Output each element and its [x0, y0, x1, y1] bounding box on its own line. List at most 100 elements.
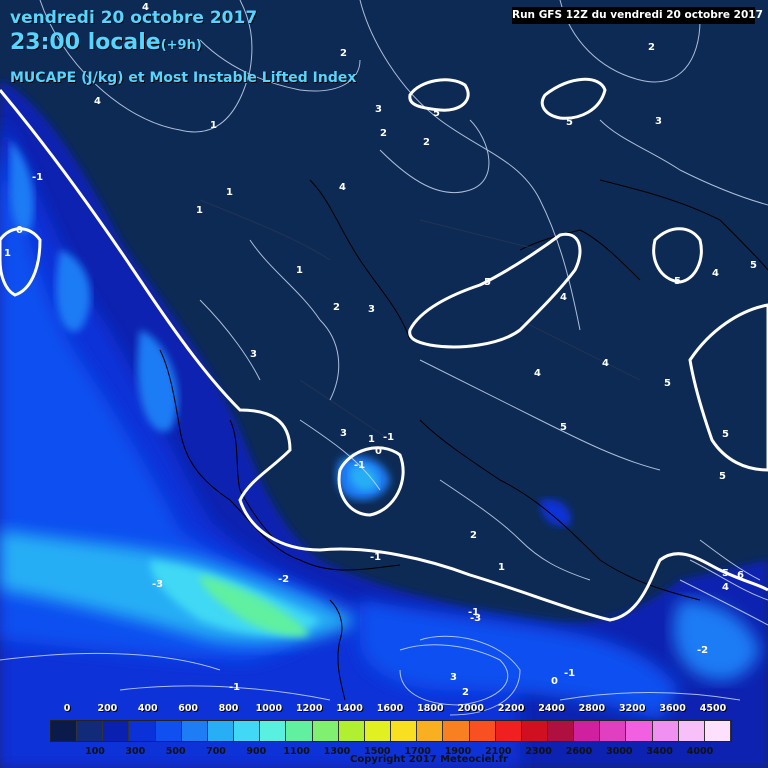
legend-top-label: 2800 — [578, 703, 606, 714]
map-label: 1 — [368, 434, 375, 445]
map-label: -3 — [152, 579, 163, 590]
legend-swatch — [77, 721, 104, 741]
map-label: 1 — [296, 265, 303, 276]
map-label: 2 — [380, 128, 387, 139]
map-label: 4 — [142, 2, 149, 13]
map-label: 1 — [210, 120, 217, 131]
legend-swatch — [51, 721, 78, 741]
legend-bottom-label: 2600 — [565, 746, 593, 757]
map-label: 1 — [498, 562, 505, 573]
legend-bottom-label: 500 — [165, 746, 186, 757]
map-label: 3 — [655, 116, 662, 127]
legend-swatch — [312, 721, 339, 741]
legend-bottom-label: 700 — [206, 746, 226, 757]
legend-bottom-label: 3000 — [606, 746, 633, 757]
legend-swatch — [521, 721, 548, 741]
map-label: 2 — [462, 687, 469, 698]
legend-bottom-label: 1900 — [444, 746, 472, 757]
legend-swatch — [443, 721, 470, 741]
legend-swatch — [600, 721, 627, 741]
legend-top-label: 400 — [137, 703, 158, 714]
map-label: -1 — [229, 682, 240, 693]
map-label: 1 — [226, 187, 233, 198]
legend-top-label: 1000 — [255, 703, 283, 714]
map-label: 0 — [551, 676, 558, 687]
legend-swatch — [286, 721, 313, 741]
legend-swatch — [260, 721, 287, 741]
legend-swatch — [338, 721, 365, 741]
legend-bottom-label: 4000 — [686, 746, 714, 757]
map-label: -1 — [370, 552, 381, 563]
legend-bottom-label: 2100 — [485, 746, 512, 757]
map-label: -1 — [564, 668, 575, 679]
map-label: -2 — [697, 645, 708, 656]
legend-top-label: 4500 — [699, 703, 727, 714]
borders — [199, 199, 641, 441]
map-label: 5 — [719, 471, 726, 482]
map-label: 0 — [375, 446, 382, 457]
map-label: 2 — [470, 530, 477, 541]
map-label: 3 — [340, 428, 347, 439]
map-label: 5 — [560, 422, 567, 433]
map-label: -2 — [278, 574, 289, 585]
legend-bottom-label: 2300 — [525, 746, 552, 757]
map-label: -1 — [32, 172, 43, 183]
map-label: 5 — [664, 378, 671, 389]
forecast-time: 23:00 locale(+9h) — [10, 30, 202, 55]
map-label: 5 — [433, 108, 440, 119]
map-label: -1 — [354, 460, 365, 471]
map-label: 4 — [339, 182, 346, 193]
legend-bottom-label: 3400 — [646, 746, 673, 757]
map-label: 1 — [196, 205, 203, 216]
contour-labels: 4 2 3 5 2 5 3 2 2 4 1 1 1 0 -1 4 1 1 2 3… — [4, 2, 757, 698]
map-label: 5 — [750, 260, 757, 271]
map-label: 4 — [722, 582, 729, 593]
map-label: -3 — [470, 613, 481, 624]
forecast-time-value: 23:00 locale — [10, 30, 161, 55]
legend-swatch — [652, 721, 679, 741]
map-label: 5 — [722, 429, 729, 440]
legend-top-label: 1400 — [336, 703, 363, 714]
legend-swatch — [547, 721, 575, 741]
map-label: 0 — [16, 225, 23, 236]
legend-swatches — [50, 720, 732, 742]
legend-swatch — [574, 721, 601, 741]
map-label: 1 — [4, 248, 11, 259]
color-legend: 0 200 400 600 800 1000 1200 1400 1600 1800 2000 220… — [0, 700, 768, 768]
legend-swatch — [495, 721, 522, 741]
legend-top-label: 2000 — [457, 703, 484, 714]
legend-top-label: 3600 — [659, 703, 686, 714]
thin-contours — [0, 0, 768, 716]
legend-top-label: 3200 — [619, 703, 646, 714]
coastlines — [159, 179, 768, 701]
map-label: 4 — [712, 268, 719, 279]
legend-top-label: 2400 — [538, 703, 565, 714]
legend-swatch — [626, 721, 653, 741]
copyright: Copyright 2017 Meteociel.fr — [350, 754, 508, 765]
cape-field — [0, 80, 768, 768]
legend-swatch — [129, 721, 156, 741]
run-info-box: Run GFS 12Z du vendredi 20 octobre 2017 — [512, 7, 763, 24]
legend-bottom-label: 100 — [85, 746, 105, 757]
map-label: 5 — [566, 117, 573, 128]
map-label: 5 — [484, 277, 491, 288]
map-subtitle: MUCAPE (J/kg) et Most Instable Lifted In… — [10, 70, 357, 86]
legend-swatch — [364, 721, 392, 741]
legend-top-label: 1600 — [376, 703, 404, 714]
legend-swatch — [155, 721, 182, 741]
map-label: 3 — [375, 104, 382, 115]
map-label: 2 — [340, 48, 347, 59]
map-label: 5 — [674, 276, 681, 287]
map-label: 4 — [94, 96, 101, 107]
legend-bottom-label: 900 — [246, 746, 267, 757]
map-label: 2 — [333, 302, 340, 313]
legend-swatch — [469, 721, 496, 741]
legend-bottom-label: 300 — [125, 746, 146, 757]
map-label: 4 — [534, 368, 541, 379]
map-label: 3 — [250, 349, 257, 360]
legend-top-label: 1800 — [417, 703, 444, 714]
legend-swatch — [181, 721, 208, 741]
map-label: -1 — [468, 607, 479, 618]
map-label: 2 — [648, 42, 655, 53]
